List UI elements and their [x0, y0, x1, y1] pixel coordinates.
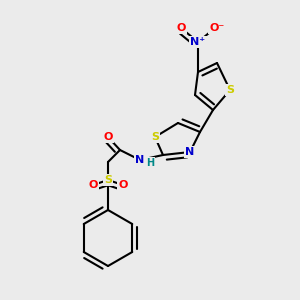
Text: O: O [176, 23, 186, 33]
Text: O: O [88, 180, 98, 190]
Text: H: H [146, 158, 154, 168]
Text: N: N [185, 147, 195, 157]
Text: S: S [226, 85, 234, 95]
Text: S: S [151, 132, 159, 142]
Text: N: N [135, 155, 145, 165]
Text: O: O [103, 132, 113, 142]
Text: O⁻: O⁻ [209, 23, 225, 33]
Text: S: S [104, 175, 112, 185]
Text: N⁺: N⁺ [190, 37, 206, 47]
Text: O: O [118, 180, 128, 190]
